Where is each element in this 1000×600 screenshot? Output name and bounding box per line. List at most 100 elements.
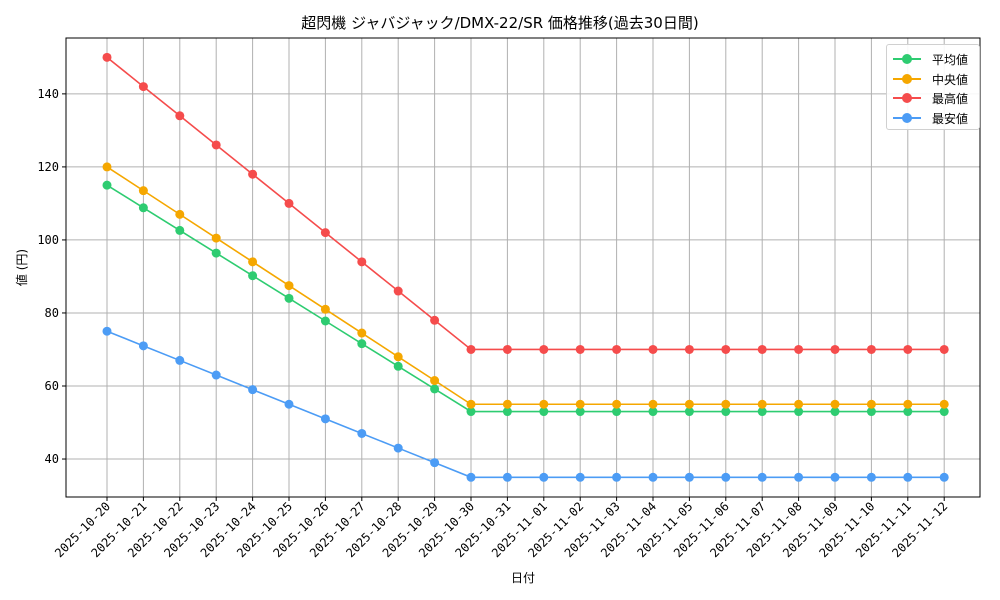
data-point xyxy=(612,407,622,417)
legend-label: 中央値 xyxy=(932,72,969,87)
data-point xyxy=(866,399,876,409)
data-point xyxy=(794,399,804,409)
data-point xyxy=(648,472,658,482)
data-point xyxy=(211,248,221,258)
y-tick-label: 140 xyxy=(37,87,59,101)
data-point xyxy=(393,352,403,362)
legend-label: 平均値 xyxy=(932,53,969,67)
data-point xyxy=(721,472,731,482)
data-point xyxy=(575,407,585,417)
data-point xyxy=(648,399,658,409)
data-point xyxy=(830,344,840,354)
legend-item: 中央値 xyxy=(887,69,979,89)
data-point xyxy=(794,407,804,417)
data-point xyxy=(939,399,949,409)
data-point xyxy=(284,399,294,409)
data-point xyxy=(284,281,294,291)
data-point xyxy=(721,407,731,417)
data-point xyxy=(866,344,876,354)
data-point xyxy=(320,316,330,326)
data-point xyxy=(175,355,185,365)
data-point xyxy=(903,399,913,409)
data-point xyxy=(430,384,440,394)
data-point xyxy=(684,344,694,354)
data-point xyxy=(357,428,367,438)
y-tick-label: 120 xyxy=(37,160,59,174)
data-point xyxy=(539,472,549,482)
data-point xyxy=(175,225,185,235)
legend-marker-icon xyxy=(902,54,912,64)
data-point xyxy=(320,228,330,238)
y-tick-label: 60 xyxy=(45,379,59,393)
legend-label: 最安値 xyxy=(932,111,969,126)
data-point xyxy=(102,52,112,62)
data-point xyxy=(830,472,840,482)
data-point xyxy=(794,472,804,482)
data-point xyxy=(102,180,112,190)
data-point xyxy=(502,472,512,482)
legend-item: 最安値 xyxy=(887,108,979,128)
data-point xyxy=(175,111,185,121)
data-point xyxy=(430,315,440,325)
chart-legend: 平均値中央値 最高値最安値 xyxy=(886,44,980,130)
data-point xyxy=(211,233,221,243)
data-point xyxy=(721,399,731,409)
data-point xyxy=(357,328,367,338)
data-point xyxy=(430,376,440,386)
data-point xyxy=(466,472,476,482)
data-point xyxy=(102,162,112,172)
data-point xyxy=(393,443,403,453)
data-point xyxy=(939,472,949,482)
data-point xyxy=(903,344,913,354)
data-point xyxy=(502,407,512,417)
data-point xyxy=(903,472,913,482)
data-point xyxy=(575,472,585,482)
y-axis-label: 値 (円) xyxy=(14,249,29,286)
data-point xyxy=(138,186,148,196)
legend-marker-icon xyxy=(902,112,912,123)
data-point xyxy=(612,472,622,482)
data-point xyxy=(102,326,112,336)
data-point xyxy=(612,344,622,354)
data-point xyxy=(684,399,694,409)
grid-lines xyxy=(66,38,980,497)
data-point xyxy=(684,407,694,417)
data-point xyxy=(248,385,258,395)
data-point xyxy=(648,407,658,417)
data-point xyxy=(175,209,185,219)
data-point xyxy=(575,344,585,354)
data-point xyxy=(612,399,622,409)
data-point xyxy=(757,472,767,482)
data-point xyxy=(866,407,876,417)
data-point xyxy=(539,407,549,417)
legend-item: 平均値 xyxy=(887,49,979,69)
chart-title: 超閃機 ジャバジャック/DMX-22/SR 価格推移(過去30日間) xyxy=(301,14,699,32)
data-point xyxy=(393,361,403,371)
data-point xyxy=(539,344,549,354)
data-point xyxy=(284,198,294,208)
data-point xyxy=(903,407,913,417)
data-point xyxy=(757,407,767,417)
data-point xyxy=(320,304,330,314)
data-point xyxy=(466,344,476,354)
data-point xyxy=(684,472,694,482)
data-point xyxy=(575,399,585,409)
x-axis-label: 日付 xyxy=(511,571,535,585)
series-line xyxy=(102,162,949,409)
data-point xyxy=(248,257,258,267)
data-point xyxy=(211,140,221,150)
data-point xyxy=(939,407,949,417)
data-point xyxy=(648,344,658,354)
data-point xyxy=(466,399,476,409)
y-tick-label: 40 xyxy=(45,452,59,466)
data-point xyxy=(757,344,767,354)
data-point xyxy=(721,344,731,354)
data-point xyxy=(357,339,367,349)
data-point xyxy=(830,407,840,417)
data-point xyxy=(939,344,949,354)
legend-marker-icon xyxy=(902,93,912,103)
legend-item: 最高値 xyxy=(887,88,979,108)
y-tick-label: 80 xyxy=(45,306,59,320)
data-point xyxy=(284,293,294,303)
